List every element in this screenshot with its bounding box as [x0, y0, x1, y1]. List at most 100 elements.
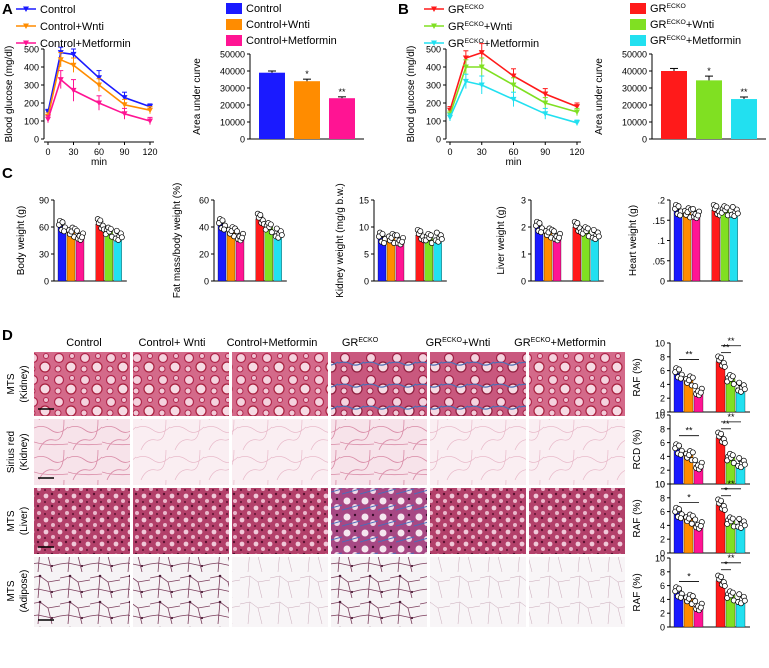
data-point: [542, 91, 549, 97]
bar: [711, 209, 720, 282]
y-tick-label: 2: [660, 535, 665, 545]
y-tick-label: 300: [24, 81, 39, 91]
legend-swatch: [226, 19, 242, 30]
tile-liver-mts-wnti: [133, 488, 229, 554]
y-tick-label: .05: [652, 256, 665, 266]
data-point: [70, 87, 77, 94]
y-tick-label: 50000: [220, 50, 245, 60]
data-point: [574, 120, 580, 126]
data-point: [729, 515, 736, 522]
data-point: [462, 78, 469, 85]
data-point: [718, 497, 724, 504]
data-point: [61, 228, 67, 235]
tile-liver-mts-gr: [331, 488, 427, 554]
y-tick-label: 10: [359, 223, 369, 233]
data-point: [721, 363, 728, 370]
tile-adipose-mts-metformin: [232, 557, 328, 627]
legend-swatch: [226, 3, 242, 14]
bar: [673, 209, 683, 282]
data-point: [510, 73, 517, 79]
data-point: [692, 598, 699, 605]
x-tick-label: 0: [447, 147, 452, 157]
bar-chart-C-fat: 0 20 40 60 Fat mass/body weight (%): [172, 183, 287, 298]
data-point: [729, 452, 736, 459]
y-tick-label: 40000: [622, 67, 647, 77]
legend-swatch: [630, 35, 646, 46]
y-tick-label: 0: [34, 135, 39, 145]
legend-label: GRECKO+Wnti: [650, 19, 714, 31]
data-point: [721, 440, 728, 446]
legend-marker: [431, 6, 437, 12]
y-tick-label: 0: [364, 277, 369, 287]
legend-label: GRECKO+Metformin: [650, 35, 741, 47]
y-tick-label: 20000: [622, 101, 647, 111]
row-label-2-line1: MTS: [6, 510, 17, 531]
data-point: [462, 55, 469, 61]
y-tick-label: 60: [199, 196, 209, 206]
bar-chart-C-kidney: 0 5 10 15 Kidney weight (mg/g b.w.): [335, 183, 447, 298]
y-axis-label: RCD (%): [632, 430, 643, 470]
y-tick-label: 4: [660, 595, 665, 605]
legend-marker: [431, 23, 437, 29]
data-point: [96, 82, 102, 88]
data-point: [96, 100, 102, 106]
micrograph-grid: [34, 352, 625, 627]
data-point: [381, 240, 387, 246]
series-line: [449, 66, 578, 115]
data-point: [677, 594, 684, 601]
y-tick-label: 5: [364, 250, 369, 260]
panel-label-b: B: [398, 1, 409, 18]
data-point: [741, 522, 748, 529]
y-tick-label: 100: [426, 117, 441, 127]
data-point: [556, 234, 562, 241]
y-tick-label: 400: [24, 63, 39, 73]
data-point: [677, 451, 684, 458]
y-axis-label: Area under curve: [594, 58, 605, 135]
legend-label: GRECKO: [650, 3, 686, 15]
y-axis-label: RAF (%): [632, 573, 643, 611]
data-point: [478, 82, 485, 88]
series-line: [449, 51, 578, 111]
data-point: [70, 62, 77, 69]
x-tick-label: 120: [569, 147, 584, 157]
x-tick-label: 120: [142, 147, 157, 157]
tile-kidney-mts-metformin: [232, 352, 328, 416]
y-tick-label: 2: [660, 609, 665, 619]
data-point: [677, 212, 683, 219]
y-axis-label: Blood glucose (mg/dl): [406, 46, 417, 143]
data-point: [692, 516, 699, 523]
significance-label: *: [724, 486, 728, 496]
x-tick-label: 30: [477, 147, 487, 157]
legend-marker: [431, 40, 437, 46]
data-point: [447, 114, 453, 121]
row-label-1-line1: Sirius red: [6, 431, 17, 473]
data-point: [584, 225, 591, 232]
data-point: [697, 604, 704, 611]
panel-label-d: D: [2, 327, 13, 344]
legend-label: Control: [40, 4, 75, 16]
data-point: [718, 430, 724, 437]
significance-label: **: [727, 412, 735, 422]
y-tick-label: 3: [521, 196, 526, 206]
y-tick-label: 4: [660, 452, 665, 462]
data-point: [697, 389, 704, 396]
y-tick-label: 20000: [220, 101, 245, 111]
data-point: [427, 232, 434, 239]
panel-label-c: C: [2, 165, 13, 182]
series-line: [47, 51, 151, 113]
legend-label: GRECKO+Metformin: [448, 38, 539, 50]
col-label-0: Control: [66, 337, 101, 349]
col-label-2: Control+Metformin: [227, 337, 318, 349]
data-point: [79, 234, 85, 241]
tile-kidney-mts-control: [34, 352, 130, 416]
bar: [691, 214, 701, 282]
x-tick-label: 60: [508, 147, 518, 157]
data-point: [676, 506, 682, 513]
data-point: [538, 229, 544, 236]
legend-marker: [23, 23, 29, 29]
significance-label: *: [687, 493, 691, 503]
significance-label: *: [707, 66, 711, 76]
